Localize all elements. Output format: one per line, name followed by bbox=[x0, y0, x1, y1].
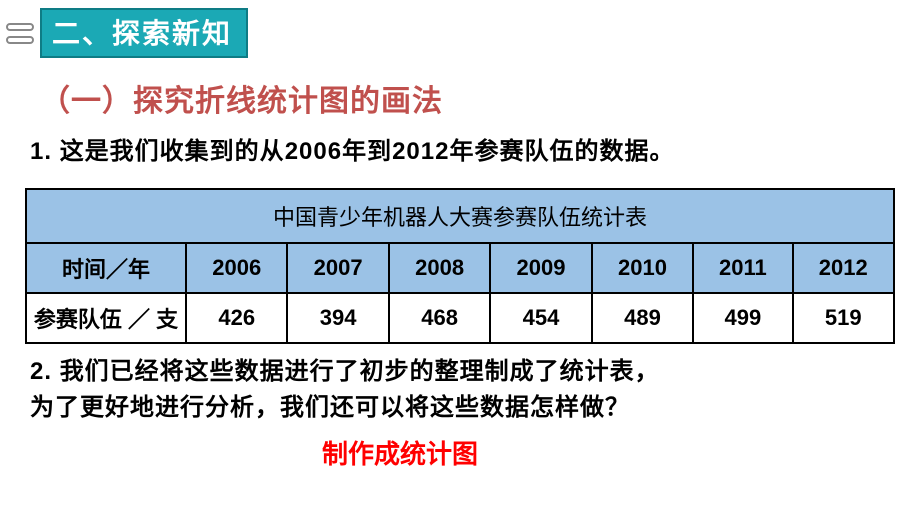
table-title: 中国青少年机器人大赛参赛队伍统计表 bbox=[26, 189, 894, 243]
q2-line1: 我们已经将这些数据进行了初步的整理制成了统计表， bbox=[60, 358, 660, 385]
subsection-title: （一）探究折线统计图的画法 bbox=[40, 76, 920, 120]
intro-mid: 年到 bbox=[342, 138, 392, 165]
intro-text: 1. 这是我们收集到的从2006年到2012年参赛队伍的数据。 bbox=[30, 134, 890, 170]
value-cell: 468 bbox=[389, 293, 490, 343]
year-cell: 2010 bbox=[592, 243, 693, 293]
value-cell: 426 bbox=[186, 293, 287, 343]
year-cell: 2012 bbox=[793, 243, 894, 293]
value-cell: 519 bbox=[793, 293, 894, 343]
intro-b: 年参赛队伍的数据。 bbox=[449, 138, 674, 165]
value-cell: 499 bbox=[693, 293, 792, 343]
year-cell: 2006 bbox=[186, 243, 287, 293]
section-badge: 二、探索新知 bbox=[40, 8, 248, 58]
intro-year-a: 2006 bbox=[285, 138, 342, 165]
year-cell: 2011 bbox=[693, 243, 792, 293]
table-data-row: 参赛队伍 ／ 支 426 394 468 454 489 499 519 bbox=[26, 293, 894, 343]
value-cell: 489 bbox=[592, 293, 693, 343]
row-label-time: 时间／年 bbox=[26, 243, 186, 293]
section-header: 二、探索新知 bbox=[0, 8, 920, 58]
intro-year-b: 2012 bbox=[392, 138, 449, 165]
question-2: 2. 我们已经将这些数据进行了初步的整理制成了统计表， 为了更好地进行分析，我们… bbox=[30, 354, 890, 426]
value-cell: 454 bbox=[490, 293, 591, 343]
value-cell: 394 bbox=[287, 293, 388, 343]
year-cell: 2009 bbox=[490, 243, 591, 293]
intro-prefix: 1. bbox=[30, 138, 60, 165]
year-cell: 2008 bbox=[389, 243, 490, 293]
answer-text: 制作成统计图 bbox=[0, 434, 920, 471]
intro-a: 这是我们收集到的从 bbox=[60, 138, 285, 165]
data-table: 中国青少年机器人大赛参赛队伍统计表 时间／年 2006 2007 2008 20… bbox=[25, 188, 895, 344]
year-cell: 2007 bbox=[287, 243, 388, 293]
row-label-teams: 参赛队伍 ／ 支 bbox=[26, 293, 186, 343]
spiral-binding-icon bbox=[0, 12, 40, 54]
data-table-container: 中国青少年机器人大赛参赛队伍统计表 时间／年 2006 2007 2008 20… bbox=[25, 188, 895, 344]
q2-prefix: 2. bbox=[30, 358, 60, 385]
q2-line2: 为了更好地进行分析，我们还可以将这些数据怎样做？ bbox=[30, 394, 630, 421]
table-header-row: 时间／年 2006 2007 2008 2009 2010 2011 2012 bbox=[26, 243, 894, 293]
